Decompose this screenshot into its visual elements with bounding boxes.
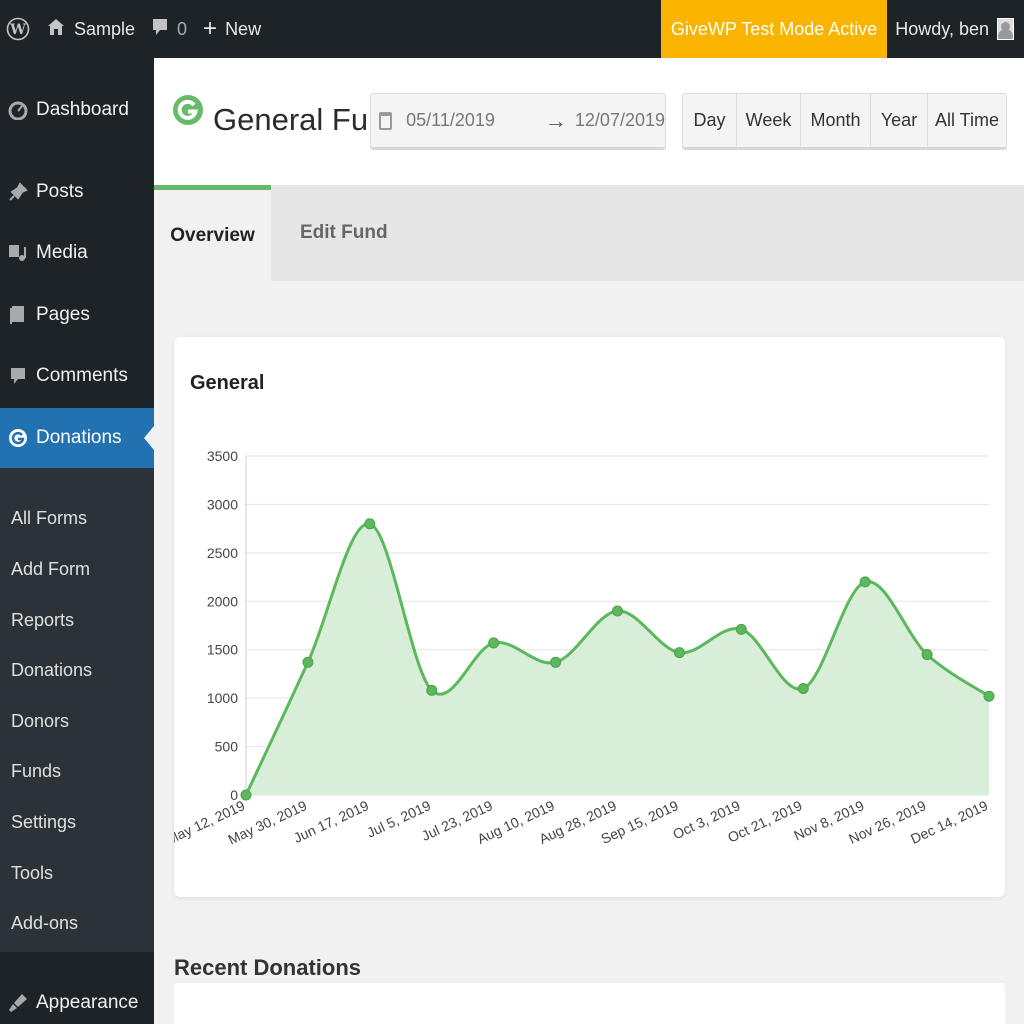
account-menu[interactable]: Howdy, ben — [887, 0, 1024, 58]
period-week-button[interactable]: Week — [737, 94, 801, 147]
period-month-button[interactable]: Month — [801, 94, 871, 147]
chart-title: General — [190, 372, 265, 394]
submenu-item-all-forms[interactable]: All Forms — [11, 508, 87, 528]
avatar — [997, 18, 1014, 40]
data-point — [426, 684, 438, 696]
data-point — [797, 682, 809, 694]
submenu-item-donors[interactable]: Donors — [11, 711, 70, 731]
y-tick-label: 1500 — [207, 642, 238, 658]
y-tick-label: 2000 — [207, 593, 238, 609]
date-end[interactable]: 12/07/2019 — [574, 110, 665, 130]
submenu-item-add-ons[interactable]: Add-ons — [11, 913, 79, 933]
sidebar-item-label: Media — [36, 242, 88, 263]
active-indicator — [144, 426, 154, 450]
admin-bar: W Sample 0 + New GiveWP Test Mode Active… — [0, 0, 1024, 58]
data-point — [673, 647, 685, 659]
arrow-right-icon: → — [544, 107, 567, 133]
pages-icon — [8, 305, 28, 325]
comments-button[interactable]: 0 — [143, 0, 195, 58]
chart-card: General 0 500 1000 1500 2000 2500 3000 3500 May … — [174, 337, 1005, 897]
fund-tabs: Overview Edit Fund — [154, 185, 1024, 281]
period-all-time-button[interactable]: All Time — [934, 110, 999, 130]
sidebar-item-posts[interactable]: Posts — [0, 162, 154, 222]
home-icon — [46, 17, 66, 42]
period-selector: Day Week Month Year All Time — [682, 93, 1007, 150]
wordpress-icon: W — [6, 17, 30, 41]
sidebar-item-dashboard[interactable]: Dashboard — [0, 80, 154, 140]
test-mode-label: GiveWP Test Mode Active — [670, 18, 878, 39]
data-point — [488, 637, 500, 649]
howdy-label: Howdy, ben — [895, 18, 989, 39]
period-year-button[interactable]: Year — [871, 94, 928, 147]
data-point — [240, 789, 252, 801]
sidebar-item-media[interactable]: Media — [0, 223, 154, 283]
data-point — [983, 690, 995, 702]
comments-count: 0 — [177, 18, 188, 39]
brush-icon — [8, 993, 28, 1013]
submenu-item-add-form[interactable]: Add Form — [11, 559, 91, 579]
comment-icon — [151, 17, 169, 42]
data-point — [859, 576, 871, 588]
y-tick-label: 0 — [230, 787, 238, 803]
period-day-button[interactable]: Day — [683, 94, 737, 147]
give-logo-icon — [173, 95, 203, 125]
series-area — [246, 523, 989, 795]
submenu-item-tools[interactable]: Tools — [11, 863, 54, 883]
comment-icon — [8, 366, 28, 386]
recent-donations-title: Recent Donations — [174, 955, 362, 980]
plus-icon: + — [203, 15, 218, 42]
y-tick-label: 1000 — [207, 690, 238, 706]
give-icon — [8, 428, 28, 448]
sidebar-item-label: Comments — [36, 365, 128, 386]
media-icon — [8, 243, 28, 263]
svg-text:W: W — [9, 22, 26, 38]
fund-header: General Fund 05/11/2019 → 12/07/2019 Day… — [154, 58, 1024, 185]
site-name-button[interactable]: Sample — [38, 0, 143, 58]
dashboard-icon — [8, 100, 28, 120]
y-tick-label: 500 — [215, 739, 239, 755]
pin-icon — [8, 182, 28, 202]
sidebar-item-label: Appearance — [36, 992, 139, 1013]
submenu-item-donations[interactable]: Donations — [11, 660, 93, 680]
tab-edit-fund[interactable]: Edit Fund — [300, 222, 388, 243]
data-point — [550, 656, 562, 668]
data-point — [612, 605, 623, 617]
series-line — [244, 522, 990, 796]
date-range-picker[interactable]: 05/11/2019 → 12/07/2019 — [370, 93, 666, 150]
y-tick-label: 3500 — [207, 448, 238, 464]
data-point — [302, 656, 314, 668]
main-content: General Fund 05/11/2019 → 12/07/2019 Day… — [154, 58, 1024, 1024]
data-point — [364, 518, 376, 530]
sidebar-item-label: Dashboard — [36, 99, 129, 120]
sidebar-item-pages[interactable]: Pages — [0, 285, 154, 345]
recent-donations-card — [174, 983, 1005, 1024]
sidebar-item-label: Donations — [36, 427, 122, 448]
donations-submenu: All Forms Add Form Reports Donations Don… — [0, 468, 154, 952]
calendar-icon — [379, 111, 393, 130]
y-tick-label: 2500 — [207, 545, 238, 561]
admin-sidebar: Dashboard Posts Media Pages Comments — [0, 58, 154, 1024]
data-point — [921, 649, 933, 661]
sidebar-item-appearance[interactable]: Appearance — [0, 973, 154, 1024]
sidebar-item-donations[interactable]: Donations — [0, 408, 154, 468]
sidebar-item-comments[interactable]: Comments — [0, 346, 154, 406]
wordpress-logo-button[interactable]: W — [0, 0, 38, 58]
sidebar-item-label: Pages — [36, 304, 90, 325]
submenu-item-settings[interactable]: Settings — [11, 812, 77, 832]
date-start[interactable]: 05/11/2019 — [406, 110, 495, 130]
submenu-item-funds[interactable]: Funds — [11, 761, 62, 781]
sidebar-item-label: Posts — [36, 181, 84, 202]
site-name: Sample — [74, 18, 136, 39]
tab-overview[interactable]: Overview — [154, 185, 271, 281]
new-content-button[interactable]: + New — [195, 0, 269, 58]
data-point — [735, 623, 747, 635]
submenu-item-reports[interactable]: Reports — [11, 610, 75, 630]
test-mode-badge[interactable]: GiveWP Test Mode Active — [660, 0, 888, 58]
y-tick-label: 3000 — [207, 496, 238, 512]
new-label: New — [225, 18, 262, 39]
